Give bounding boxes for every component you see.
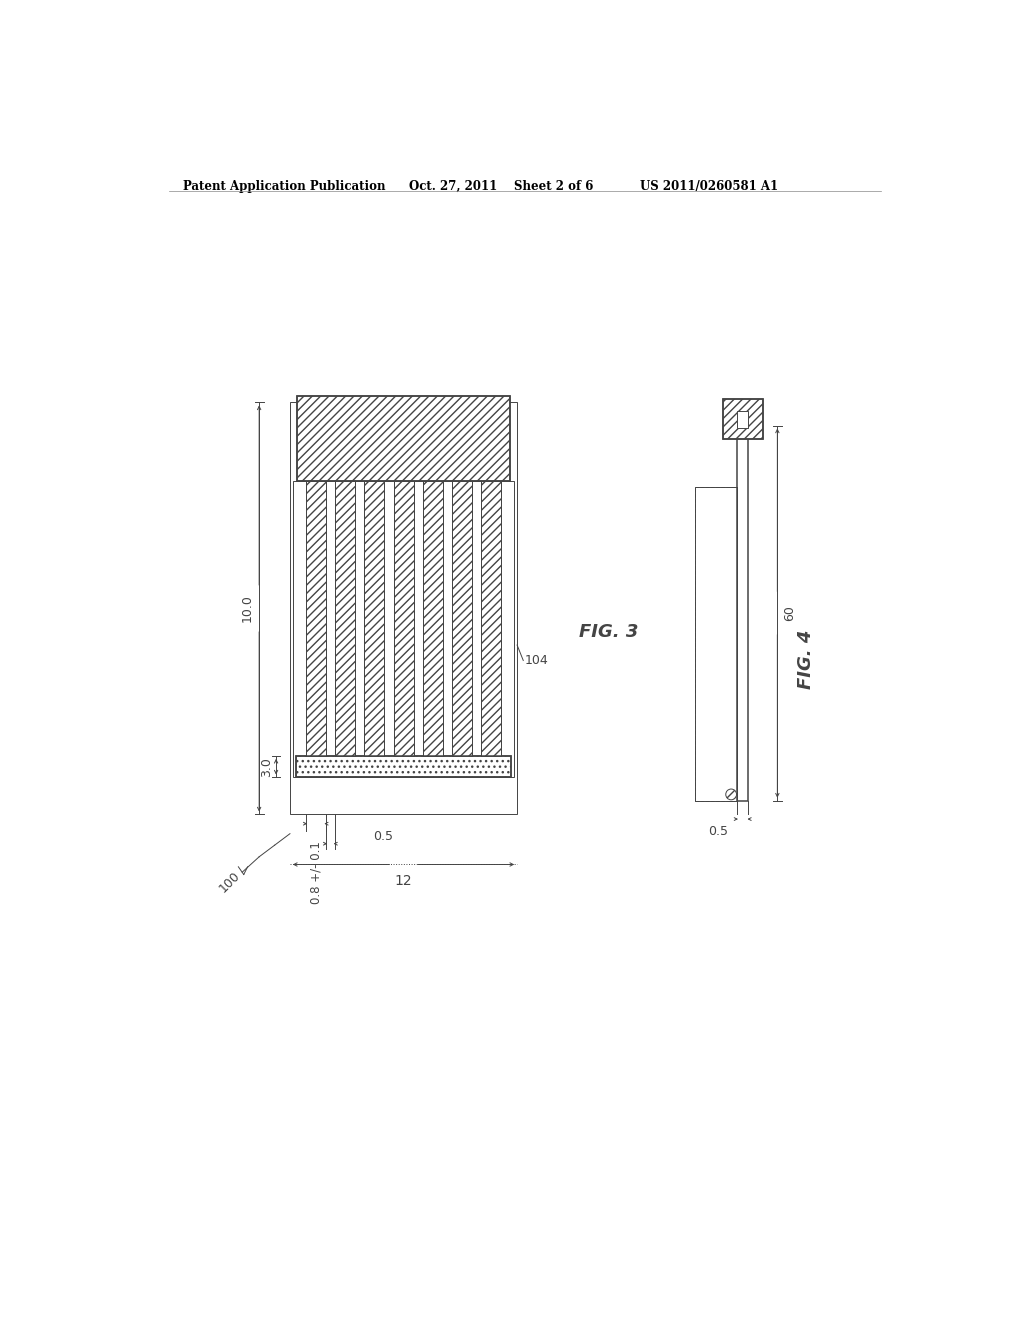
Bar [335, 480, 355, 756]
Text: 3.0: 3.0 [260, 756, 273, 776]
Bar [306, 480, 326, 756]
Bar [293, 480, 514, 777]
Bar [723, 400, 763, 440]
Bar [423, 480, 442, 756]
Text: 12: 12 [394, 874, 413, 888]
Bar [737, 411, 749, 428]
Bar [290, 403, 517, 814]
Text: Patent Application Publication: Patent Application Publication [183, 180, 385, 193]
Bar [695, 487, 737, 800]
Text: 10.0: 10.0 [241, 594, 254, 623]
Bar [393, 480, 414, 756]
Bar [452, 480, 472, 756]
Text: 0.5: 0.5 [708, 825, 728, 838]
Text: FIG. 3: FIG. 3 [579, 623, 638, 640]
Bar [296, 756, 511, 777]
Bar [335, 480, 355, 756]
Ellipse shape [726, 789, 736, 800]
Bar [481, 480, 502, 756]
Text: 0.8 +/- 0.1: 0.8 +/- 0.1 [309, 841, 323, 904]
Bar [297, 396, 510, 480]
Bar [393, 480, 414, 756]
Bar [297, 396, 510, 480]
Bar [365, 480, 384, 756]
Text: FIG. 4: FIG. 4 [797, 630, 815, 689]
Bar [296, 756, 511, 777]
Text: 104: 104 [524, 653, 549, 667]
Text: 100: 100 [217, 869, 243, 895]
Bar [452, 480, 472, 756]
Text: Sheet 2 of 6: Sheet 2 of 6 [514, 180, 593, 193]
Bar [423, 480, 442, 756]
Bar [306, 480, 326, 756]
Bar [723, 400, 763, 440]
Bar [365, 480, 384, 756]
Text: 60: 60 [783, 605, 797, 620]
Bar [481, 480, 502, 756]
Text: 0.5: 0.5 [373, 829, 393, 842]
Text: Oct. 27, 2011: Oct. 27, 2011 [410, 180, 498, 193]
Bar [737, 425, 749, 800]
Text: US 2011/0260581 A1: US 2011/0260581 A1 [640, 180, 778, 193]
